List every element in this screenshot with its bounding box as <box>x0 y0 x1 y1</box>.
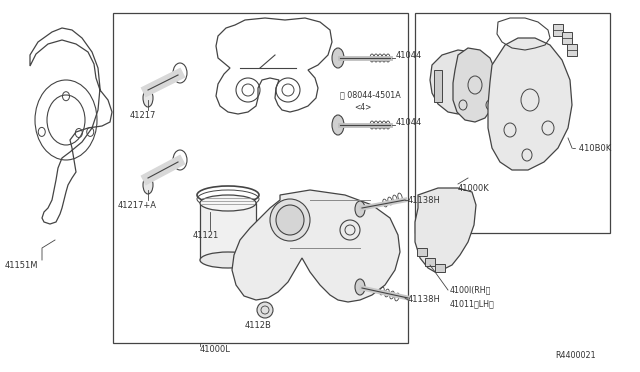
Text: 41217+A: 41217+A <box>118 201 157 209</box>
Ellipse shape <box>270 199 310 241</box>
Text: 41011〈LH〉: 41011〈LH〉 <box>450 299 495 308</box>
Text: 41044: 41044 <box>396 51 422 60</box>
Text: 41138H: 41138H <box>408 196 441 205</box>
Text: <4>: <4> <box>354 103 371 112</box>
Text: 41151M: 41151M <box>5 260 38 269</box>
Ellipse shape <box>200 252 256 268</box>
Bar <box>425 258 435 266</box>
Text: 41121: 41121 <box>193 231 220 240</box>
Text: 41000K: 41000K <box>458 183 490 192</box>
Text: R4400021: R4400021 <box>555 350 596 359</box>
Polygon shape <box>232 190 400 302</box>
Bar <box>200 203 256 261</box>
Polygon shape <box>488 38 572 170</box>
Bar <box>415 13 610 233</box>
Ellipse shape <box>143 89 153 107</box>
Bar <box>562 32 572 44</box>
Text: 4100Ⅰ(RH〉: 4100Ⅰ(RH〉 <box>450 285 492 295</box>
Text: – 410B0K: – 410B0K <box>572 144 611 153</box>
Polygon shape <box>453 48 495 122</box>
Text: 41217: 41217 <box>130 110 156 119</box>
Ellipse shape <box>355 279 365 295</box>
Text: Ⓑ 08044-4501A: Ⓑ 08044-4501A <box>340 90 401 99</box>
Bar <box>113 13 408 343</box>
Ellipse shape <box>200 195 256 211</box>
Polygon shape <box>415 188 476 272</box>
Text: 41138H: 41138H <box>408 295 441 305</box>
Bar <box>434 70 442 102</box>
Ellipse shape <box>332 48 344 68</box>
Polygon shape <box>430 50 484 114</box>
Text: 4112B: 4112B <box>245 321 272 330</box>
Text: 41044: 41044 <box>396 118 422 126</box>
Bar <box>435 264 445 272</box>
Bar <box>417 248 427 256</box>
Ellipse shape <box>332 115 344 135</box>
Bar <box>553 24 563 36</box>
Ellipse shape <box>355 201 365 217</box>
Ellipse shape <box>276 205 304 235</box>
Ellipse shape <box>143 176 153 194</box>
Text: 41000L: 41000L <box>200 346 231 355</box>
Circle shape <box>257 302 273 318</box>
Bar <box>567 44 577 56</box>
